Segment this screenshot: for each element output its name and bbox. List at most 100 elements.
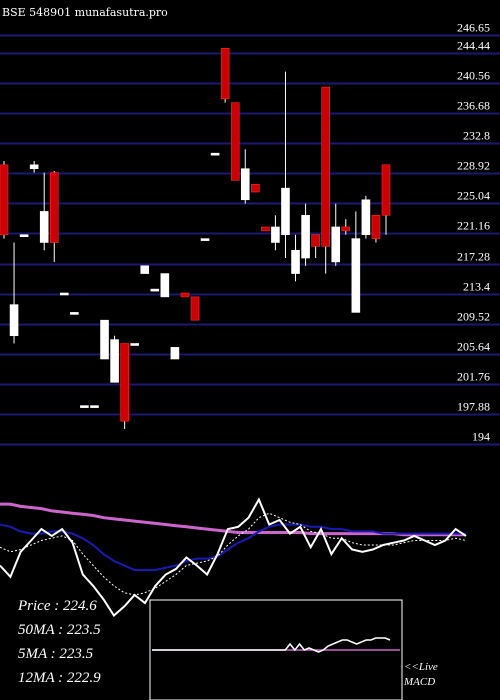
macd-panel (152, 637, 400, 653)
candle (210, 152, 220, 156)
candle-body-up (301, 215, 310, 259)
ma12-line (0, 523, 466, 571)
macd-label-line2: MACD (403, 676, 435, 688)
y-tick-label: 246.65 (457, 21, 490, 35)
candle-body-up (271, 226, 280, 243)
y-tick-label: 221.16 (457, 219, 490, 233)
candle (341, 219, 351, 235)
y-tick-label: 244.44 (457, 39, 490, 53)
candle-body-up (140, 265, 150, 274)
ma5-line (0, 512, 467, 596)
candle (301, 203, 310, 266)
candle (90, 405, 99, 408)
candle-body-up (39, 211, 49, 243)
candle (331, 203, 341, 266)
candle-body-down (261, 226, 270, 232)
candle (120, 343, 129, 429)
y-tick-label: 228.92 (457, 159, 490, 173)
candle-body-down (190, 296, 200, 321)
candle-body-down (381, 164, 391, 216)
candle (150, 288, 160, 292)
candle (160, 273, 170, 298)
candle-body-up (90, 405, 99, 408)
candle (190, 296, 200, 321)
candle-body-up (281, 187, 290, 236)
candle (180, 292, 190, 298)
candle (130, 343, 139, 346)
candle (261, 226, 270, 232)
candle (60, 292, 69, 296)
candle (110, 335, 119, 383)
candle (170, 347, 180, 360)
macd-label-line1: <<Live (404, 661, 438, 673)
candle-body-up (110, 339, 119, 383)
y-tick-label: 194 (472, 430, 490, 444)
candle (29, 160, 39, 173)
candle-body-up (60, 292, 69, 296)
candle-body-up (9, 304, 19, 337)
candle-body-up (210, 152, 220, 156)
candle (311, 234, 320, 259)
candle-body-up (331, 226, 341, 263)
y-tick-label: 240.56 (457, 69, 490, 83)
candle (281, 71, 290, 259)
y-tick-label: 225.04 (457, 189, 490, 203)
candle-body-up (170, 347, 180, 360)
candle-body-up (291, 249, 300, 274)
candle (140, 265, 150, 274)
candle-body-down (49, 172, 59, 243)
candle-body-down (220, 48, 230, 100)
candle (19, 234, 29, 238)
candle (80, 405, 89, 408)
candle-body-up (361, 199, 371, 236)
candle (240, 149, 250, 204)
candle (381, 164, 391, 235)
candle-body-up (200, 238, 210, 241)
ma5-label: 5MA : 223.5 (18, 646, 94, 662)
candle (351, 211, 361, 313)
candle (251, 183, 260, 193)
candle (321, 86, 330, 274)
candle (100, 319, 109, 360)
ma50-label: 50MA : 223.5 (18, 622, 101, 638)
candle (70, 312, 79, 315)
candle (9, 242, 19, 344)
candle-body-up (29, 164, 39, 170)
candle-body-up (19, 234, 29, 238)
y-tick-label: 205.64 (457, 340, 490, 354)
candle (291, 234, 300, 282)
candle-body-up (70, 312, 79, 315)
y-tick-label: 232.8 (463, 129, 490, 143)
price-label: Price : 224.6 (17, 598, 97, 614)
candle-body-up (80, 405, 89, 408)
info-panel: Price : 224.6 50MA : 223.5 5MA : 223.5 1… (17, 598, 101, 686)
candles (0, 48, 391, 429)
candle-body-up (160, 273, 170, 298)
candle (230, 102, 240, 181)
y-tick-label: 209.52 (457, 310, 490, 324)
y-tick-label: 236.68 (457, 99, 490, 113)
price-line (0, 497, 467, 618)
candle-body-up (240, 168, 250, 201)
candle-body-down (251, 183, 260, 193)
candle-body-down (311, 234, 320, 247)
y-tick-labels: 246.65 244.44 240.56 236.68 232.8 228.92 225.0… (457, 21, 490, 444)
chart-title: BSE 548901 munafasutra.pro (2, 6, 168, 19)
candle (200, 238, 210, 241)
candle-body-up (130, 343, 139, 346)
candle (371, 215, 381, 243)
candle (49, 171, 59, 262)
candle (220, 48, 230, 103)
y-tick-label: 213.4 (463, 280, 490, 294)
candle (0, 160, 9, 239)
moving-average-panel (0, 497, 467, 618)
candle-body-down (180, 292, 190, 298)
candle-body-down (321, 86, 330, 247)
candle-body-down (371, 215, 381, 239)
ma50-line (0, 502, 466, 537)
y-tick-label: 197.88 (457, 400, 490, 414)
ma12-label: 12MA : 222.9 (18, 670, 101, 686)
y-tick-label: 201.76 (457, 370, 490, 384)
